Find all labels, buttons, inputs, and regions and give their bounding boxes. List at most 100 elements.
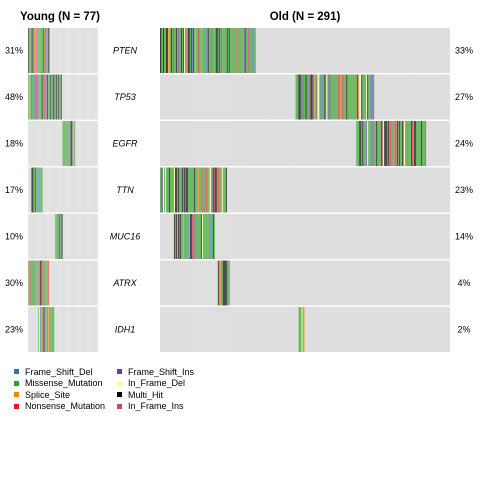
mutation-cell xyxy=(334,74,336,120)
mutation-cell xyxy=(333,74,335,120)
old-panel-title: Old (N = 291) xyxy=(270,11,341,23)
mutation-cell xyxy=(393,121,395,166)
mutation-cell xyxy=(45,260,47,306)
mutation-cell xyxy=(300,74,302,120)
mutation-cell xyxy=(183,167,185,213)
mutation-cell xyxy=(28,260,30,306)
mutation-cell xyxy=(421,121,423,166)
mutation-cell xyxy=(30,260,32,306)
legend-swatch xyxy=(14,392,19,397)
mutation-cell xyxy=(220,28,222,73)
legend-item: Splice_Site xyxy=(14,389,70,400)
mutation-cell xyxy=(253,28,255,73)
mutation-cell xyxy=(225,260,227,306)
mutation-cell xyxy=(46,260,48,306)
legend-label: In_Frame_Del xyxy=(128,378,186,388)
mutation-cell xyxy=(59,214,61,259)
gene-label-ttn: TTN xyxy=(116,185,134,195)
mutation-cell xyxy=(51,74,53,120)
mutation-cell xyxy=(171,28,173,73)
mutation-cell xyxy=(183,214,185,259)
mutation-cell xyxy=(225,167,227,213)
mutation-cell xyxy=(30,167,32,213)
mutation-cell xyxy=(213,214,215,259)
mutation-cell xyxy=(356,121,358,166)
mutation-cell xyxy=(192,167,194,213)
mutation-cell xyxy=(360,121,362,166)
mutation-cell xyxy=(246,28,248,73)
mutation-cell xyxy=(42,28,44,73)
young-panel-row-atrx xyxy=(27,260,99,306)
mutation-cell xyxy=(59,74,61,120)
mutation-cell xyxy=(313,74,315,120)
mutation-cell xyxy=(29,74,31,120)
mutation-cell xyxy=(56,214,58,259)
mutation-cell xyxy=(186,214,188,259)
mutation-cell xyxy=(228,260,230,306)
mutation-cell xyxy=(343,74,345,120)
mutation-cell xyxy=(36,74,38,120)
mutation-cell xyxy=(163,167,165,213)
mutation-cell xyxy=(41,307,43,352)
mutation-cell xyxy=(206,28,208,73)
mutation-cell xyxy=(396,121,398,166)
mutation-cell xyxy=(46,307,48,352)
mutation-cell xyxy=(165,28,167,73)
mutation-cell xyxy=(362,121,364,166)
mutation-cell xyxy=(423,121,425,166)
mutation-cell xyxy=(28,28,29,73)
legend-label: Multi_Hit xyxy=(128,389,164,400)
mutation-cell xyxy=(31,28,33,73)
legend-item: Multi_Hit xyxy=(117,389,163,400)
mutation-cell xyxy=(28,28,30,73)
mutation-cell xyxy=(62,121,64,166)
mutation-cell xyxy=(376,121,378,166)
mutation-cell xyxy=(172,28,174,73)
mutation-cell xyxy=(47,307,48,352)
mutation-cell xyxy=(177,28,179,73)
mutation-cell xyxy=(205,214,207,259)
mutation-cell xyxy=(39,74,41,120)
mutation-cell xyxy=(41,28,43,73)
mutation-cell xyxy=(204,28,206,73)
mutation-cell xyxy=(388,121,390,166)
mutation-cell xyxy=(387,121,389,166)
mutation-cell xyxy=(38,307,40,352)
mutation-cell xyxy=(367,74,369,120)
young-panel-row-egfr xyxy=(27,121,99,166)
mutation-cell xyxy=(314,74,316,120)
mutation-cell xyxy=(160,28,162,73)
mutation-cell xyxy=(424,121,426,166)
mutation-cell xyxy=(191,214,193,259)
mutation-cell xyxy=(318,74,320,120)
mutation-cell xyxy=(239,28,241,73)
mutation-cell xyxy=(189,28,191,73)
mutation-cell xyxy=(350,74,352,120)
old-percent-label: 4% xyxy=(457,278,470,288)
mutation-cell xyxy=(43,74,45,120)
mutation-cell xyxy=(371,74,373,120)
mutation-cell xyxy=(241,28,243,73)
mutation-cell xyxy=(175,214,177,259)
mutation-cell xyxy=(186,167,188,213)
mutation-cell xyxy=(357,121,359,166)
mutation-cell xyxy=(207,214,209,259)
mutation-cell xyxy=(235,28,237,73)
mutation-cell xyxy=(48,74,49,120)
mutation-cell xyxy=(211,214,213,259)
mutation-cell xyxy=(173,214,175,259)
mutation-cell xyxy=(316,74,318,120)
legend-swatch xyxy=(117,369,122,374)
mutation-cell xyxy=(303,74,305,120)
mutation-cell xyxy=(247,28,249,73)
mutation-cell xyxy=(347,74,349,120)
mutation-cell xyxy=(60,214,62,259)
mutation-cell xyxy=(184,28,186,73)
mutation-cell xyxy=(181,214,183,259)
mutation-cell xyxy=(307,74,309,120)
mutation-cell xyxy=(407,121,409,166)
mutation-cell xyxy=(53,307,55,352)
mutation-cell xyxy=(236,28,238,73)
mutation-cell xyxy=(414,121,416,166)
mutation-cell xyxy=(47,28,48,73)
